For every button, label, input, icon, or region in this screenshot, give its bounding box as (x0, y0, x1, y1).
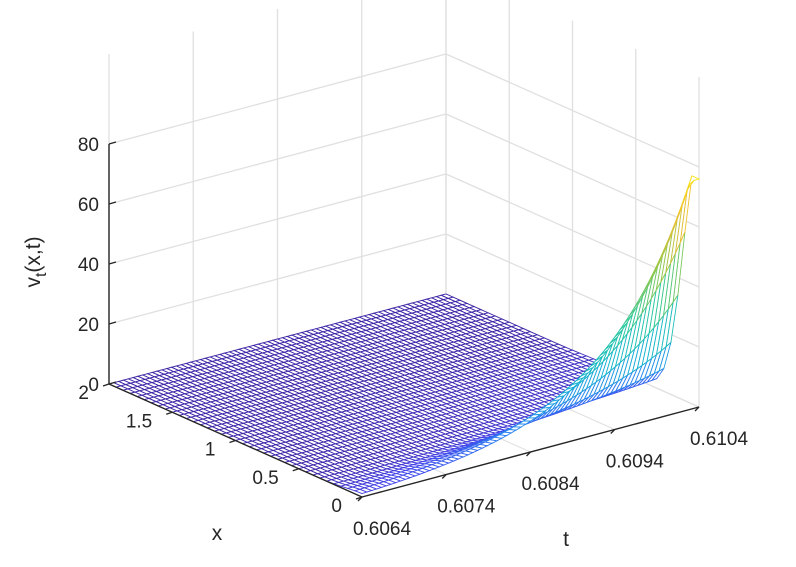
t-tick-mark (694, 406, 700, 412)
z-tick-mark (108, 141, 117, 145)
x-tick-label: 1.5 (126, 411, 152, 432)
t-tick-mark (610, 429, 616, 434)
x-tick-mark (102, 383, 110, 387)
x-axis-label: x (212, 522, 223, 545)
z-tick-mark (108, 321, 117, 325)
t-tick-mark (526, 451, 531, 457)
t-tick-label: 0.6094 (606, 452, 665, 473)
z-tick-label: 40 (78, 255, 99, 276)
x-tick-label: 1 (205, 440, 216, 461)
t-tick-mark (441, 474, 447, 479)
t-axis-label: t (563, 528, 569, 551)
z-tick-label: 80 (78, 135, 99, 156)
z-tick-mark (108, 261, 117, 265)
z-tick-mark (108, 201, 117, 205)
z-tick-label: 20 (78, 315, 99, 336)
surface-mesh (107, 175, 701, 495)
t-tick-label: 0.6084 (521, 474, 580, 495)
t-tick-label: 0.6074 (437, 497, 496, 518)
x-tick-label: 0 (331, 496, 342, 517)
z-tick-label: 0 (88, 375, 99, 396)
x-tick-mark (229, 439, 236, 444)
surface-cell (353, 488, 369, 495)
t-tick-label: 0.6104 (690, 429, 749, 450)
x-tick-mark (292, 468, 299, 472)
x-tick-mark (166, 411, 173, 415)
t-axis-ticks: 0.6064 0.6074 0.6084 0.6094 0.6104 (353, 406, 749, 540)
t-tick-label: 0.6064 (353, 519, 412, 540)
x-axis-ticks: 0 0.5 1 1.5 2 (78, 383, 363, 517)
z-axis-label: vt(x,t) (22, 236, 50, 287)
z-axis-ticks: 0 20 40 60 80 (78, 135, 117, 396)
t-tick-mark (357, 496, 363, 502)
x-tick-label: 0.5 (252, 468, 278, 489)
z-tick-mark (108, 381, 117, 385)
z-tick-label: 60 (78, 195, 99, 216)
x-tick-label: 2 (78, 383, 89, 404)
